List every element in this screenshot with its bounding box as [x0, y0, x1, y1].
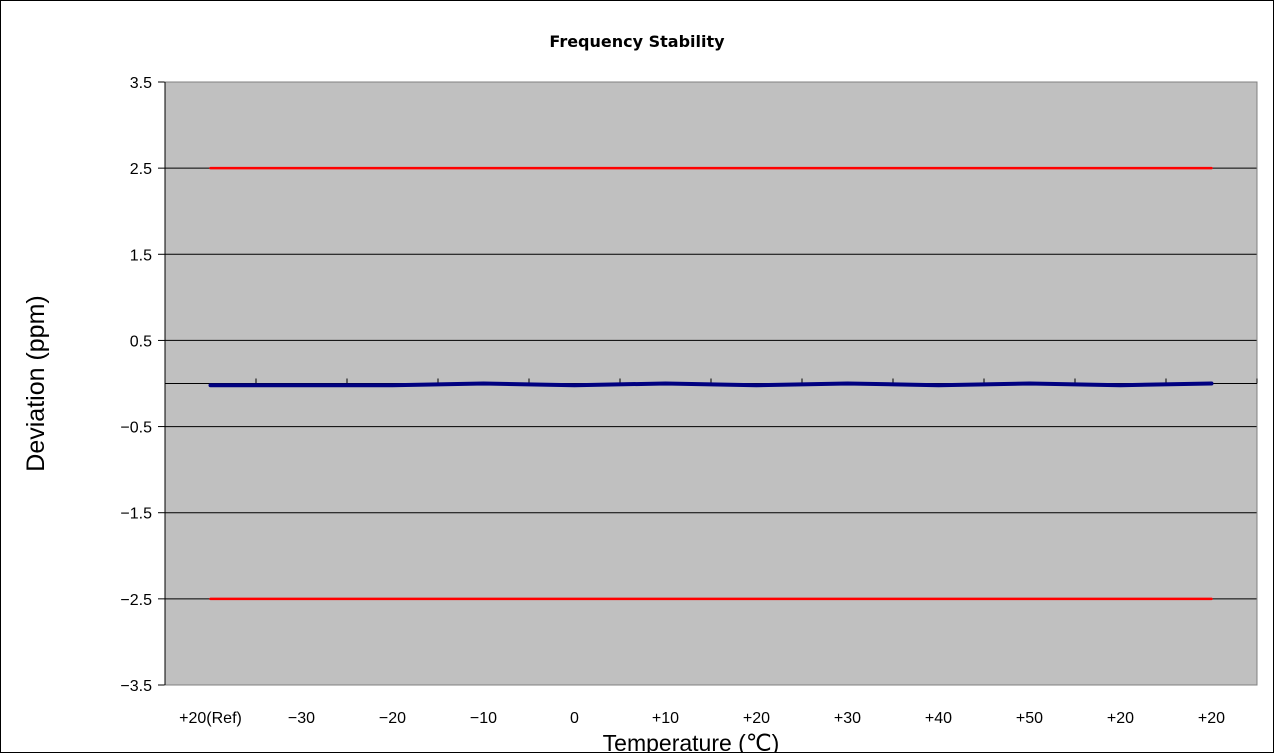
y-axis-label: Deviation (ppm) [22, 295, 50, 471]
x-tick-label: +40 [925, 710, 952, 727]
x-tick-label: +10 [652, 710, 679, 727]
y-tick-label: 1.5 [130, 247, 152, 264]
x-tick-label: −30 [288, 710, 315, 727]
y-tick-label: 2.5 [130, 161, 152, 178]
y-tick-label: −0.5 [120, 420, 152, 437]
y-tick-label: −1.5 [120, 506, 152, 523]
x-tick-label: +20 [1107, 710, 1134, 727]
x-tick-label: +20 [743, 710, 770, 727]
x-tick-label: −20 [379, 710, 406, 727]
y-tick-label: −3.5 [120, 678, 152, 695]
y-tick-label: 3.5 [130, 75, 152, 92]
x-tick-label: +50 [1016, 710, 1043, 727]
x-tick-label: 0 [570, 710, 579, 727]
x-tick-label: +20(Ref) [179, 710, 242, 727]
y-tick-label: −2.5 [120, 592, 152, 609]
x-tick-label: +30 [834, 710, 861, 727]
x-tick-label: +20 [1198, 710, 1225, 727]
y-tick-label: 0.5 [130, 333, 152, 350]
chart-title: Frequency Stability [549, 32, 725, 51]
x-tick-label: −10 [470, 710, 497, 727]
x-axis-label: Temperature (℃) [603, 730, 780, 753]
series-line-deviation [208, 381, 1214, 388]
